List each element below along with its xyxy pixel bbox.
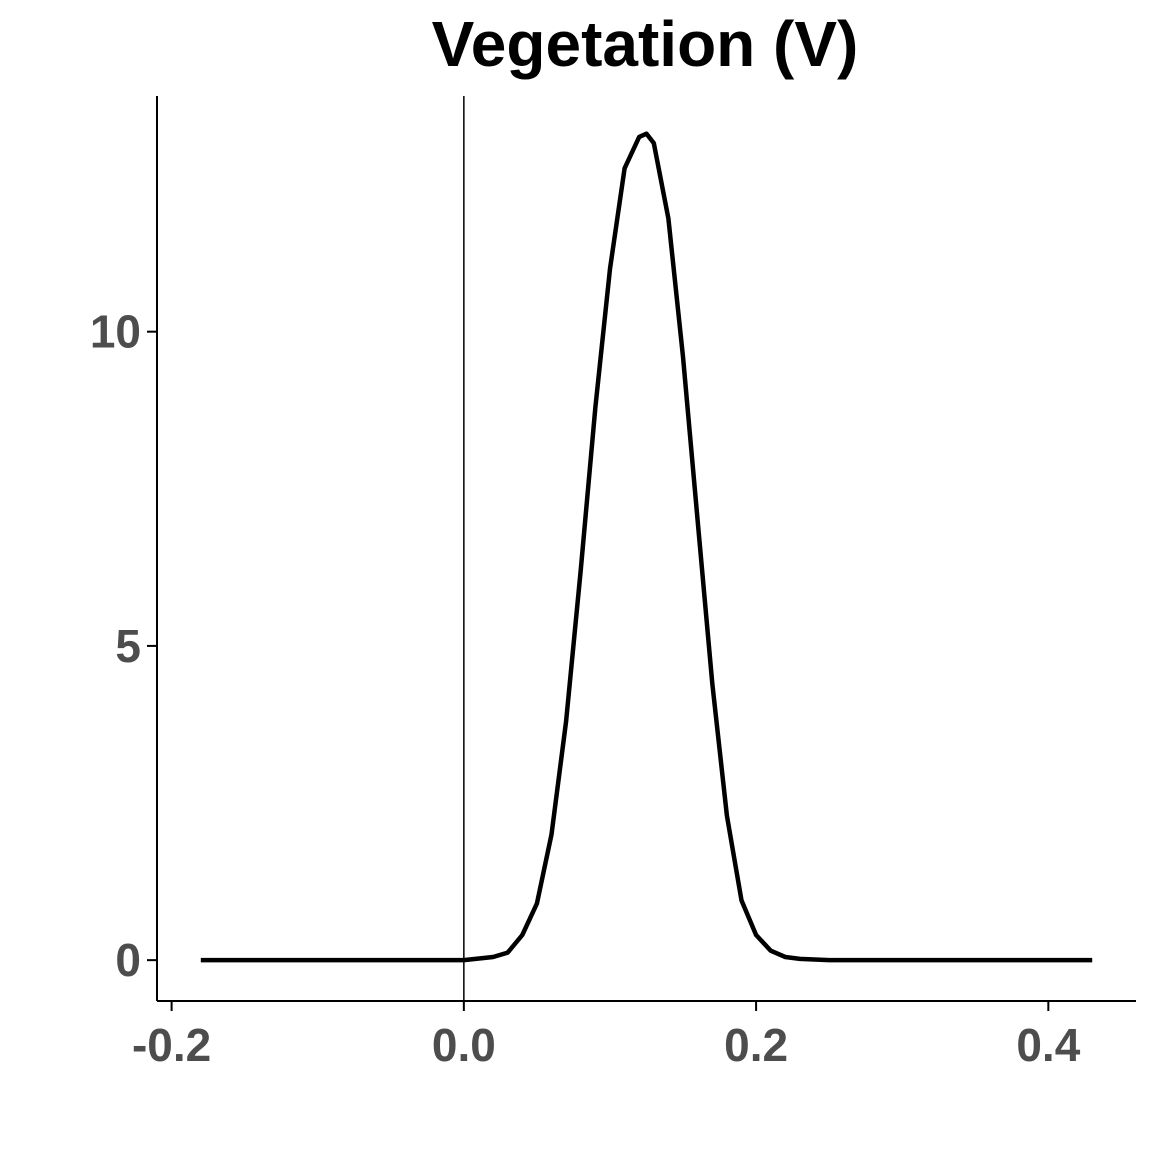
y-axis-ticks: 0 5 10 bbox=[90, 306, 157, 986]
x-tick-label: 0.0 bbox=[432, 1019, 496, 1071]
series-layer bbox=[200, 131, 1093, 963]
y-tick-label: 0 bbox=[115, 934, 141, 986]
y-tick-label: 10 bbox=[90, 306, 141, 358]
chart-title: Vegetation (V) bbox=[432, 8, 859, 80]
x-tick-label: -0.2 bbox=[132, 1019, 211, 1071]
x-tick-label: 0.4 bbox=[1016, 1019, 1080, 1071]
density-curve bbox=[200, 131, 1093, 963]
x-axis-ticks: -0.2 0.0 0.2 0.4 bbox=[132, 1001, 1081, 1071]
y-tick-label: 5 bbox=[115, 620, 141, 672]
x-tick-label: 0.2 bbox=[724, 1019, 788, 1071]
